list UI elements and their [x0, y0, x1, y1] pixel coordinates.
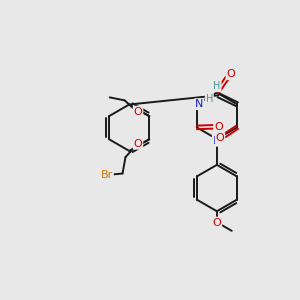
Text: N: N — [195, 99, 203, 109]
Text: O: O — [214, 122, 223, 132]
Text: N: N — [213, 136, 221, 146]
Text: Br: Br — [100, 170, 113, 180]
Text: O: O — [134, 107, 142, 117]
Text: O: O — [216, 133, 224, 143]
Text: O: O — [134, 139, 142, 149]
Text: O: O — [212, 218, 221, 227]
Text: H: H — [213, 81, 221, 92]
Text: O: O — [226, 69, 235, 79]
Text: H: H — [206, 94, 213, 104]
